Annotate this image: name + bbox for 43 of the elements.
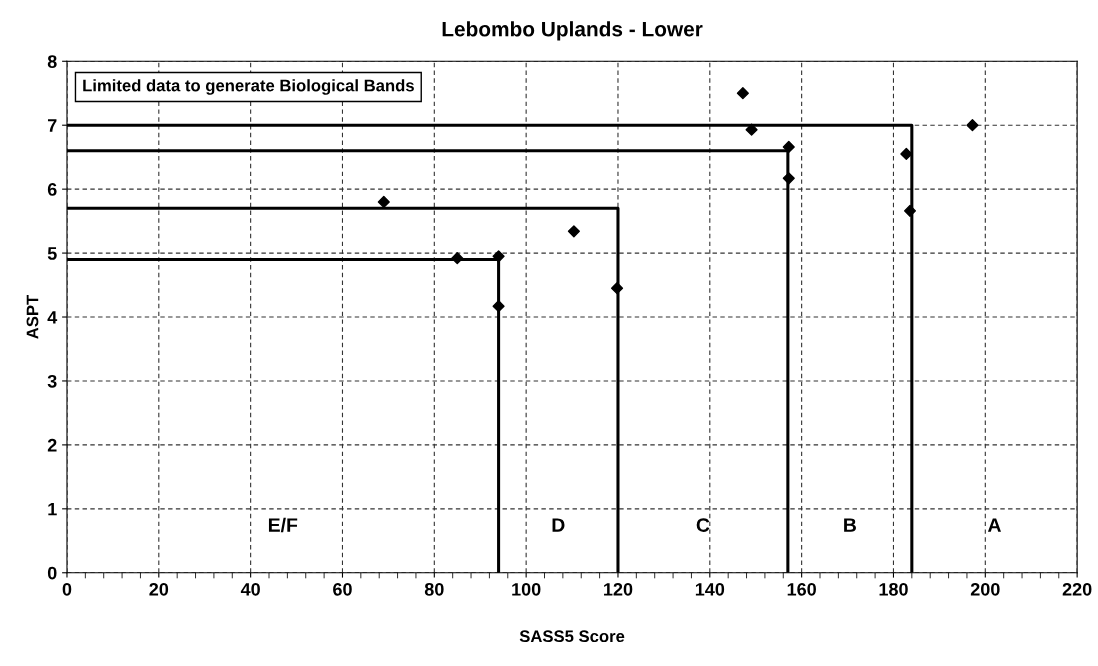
y-tick-label: 2: [47, 438, 57, 452]
point: [900, 147, 913, 161]
x-tick-label: 200: [970, 582, 1000, 596]
y-tick-label: 0: [47, 566, 57, 580]
annotation: Limited data to generate Biological Bands: [83, 79, 414, 95]
point: [492, 250, 505, 263]
point: [377, 195, 390, 209]
y-tick-label: 8: [47, 55, 57, 68]
y-tick-label: 4: [47, 311, 58, 324]
y-tick-label: 1: [48, 502, 57, 516]
point: [567, 225, 580, 238]
point: [610, 282, 624, 295]
x-tick-label: 140: [695, 582, 725, 596]
x-tick-label: 160: [787, 582, 816, 596]
x-axis-title: SASS5 Score: [519, 630, 625, 643]
point: [782, 140, 795, 154]
point: [782, 172, 795, 185]
x-tick-label: 0: [62, 582, 72, 596]
y-tick-label: 3: [47, 374, 57, 388]
x-tick-label: 20: [149, 582, 169, 596]
point: [745, 123, 758, 136]
point: [451, 252, 464, 265]
point: [966, 119, 979, 132]
y-tick-label: 5: [47, 247, 57, 260]
annotation: D: [552, 518, 565, 532]
annotation: B: [844, 518, 856, 532]
y-tick-label: 6: [47, 183, 57, 196]
x-tick-label: 180: [879, 582, 908, 596]
point: [736, 87, 749, 100]
annotation: C: [696, 518, 710, 532]
point: [903, 204, 917, 217]
annotation: E/F: [268, 517, 298, 533]
x-tick-label: 60: [333, 582, 352, 596]
x-tick-label: 40: [240, 582, 260, 596]
y-tick-label: 7: [47, 119, 57, 132]
point: [492, 300, 505, 313]
x-tick-label: 220: [1062, 582, 1092, 596]
x-tick-label: 120: [604, 582, 633, 596]
x-tick-label: 100: [512, 582, 541, 596]
y-axis-title: ASPT: [26, 294, 39, 339]
annotation: A: [987, 518, 1001, 532]
x-tick-label: 80: [424, 582, 444, 596]
chart-title: Lebombo Uplands - Lower: [442, 21, 703, 41]
